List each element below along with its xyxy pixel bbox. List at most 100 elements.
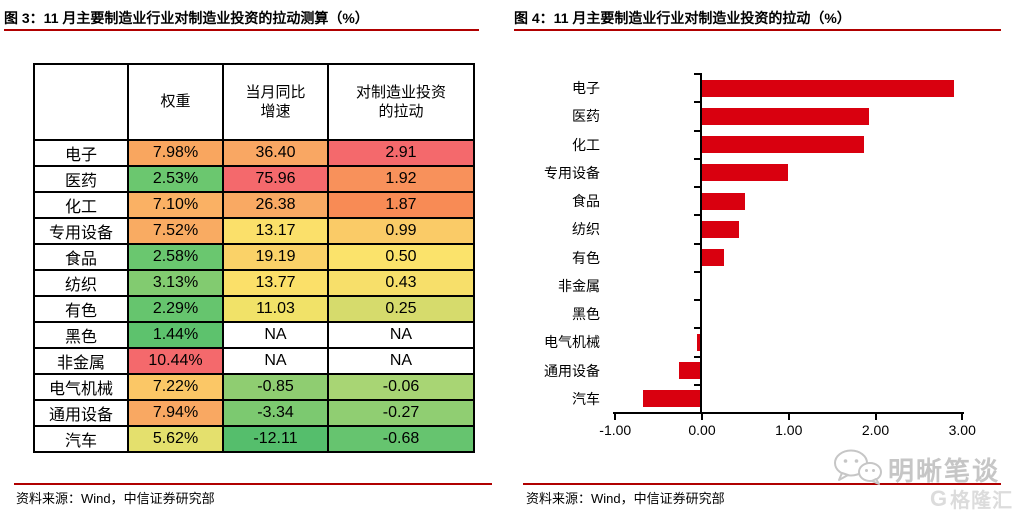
weight-cell: 7.94% xyxy=(127,399,224,427)
figure4-source: 资料来源：Wind，中信证券研究部 xyxy=(526,491,725,506)
category-axis-tick xyxy=(694,214,702,217)
category-axis-tick xyxy=(694,186,702,188)
header-investment-pull: 对制造业投资 的拉动 xyxy=(327,63,475,141)
category-label: 黑色 xyxy=(572,306,600,322)
growth-cell: 11.03 xyxy=(222,295,329,323)
industry-cell: 非金属 xyxy=(33,347,129,375)
category-label: 电气机械 xyxy=(544,334,600,351)
x-axis-label: 0.00 xyxy=(688,422,716,438)
figure4-source-rule xyxy=(523,483,1001,485)
pull-cell: -0.06 xyxy=(327,373,475,401)
industry-cell: 纺织 xyxy=(33,269,129,297)
x-axis-tick xyxy=(961,413,964,420)
bar-纺织 xyxy=(702,220,740,238)
pull-cell: -0.68 xyxy=(327,425,475,453)
category-label: 有色 xyxy=(572,249,600,266)
header-yoy-growth: 当月同比 增速 xyxy=(222,63,329,141)
bar-电子 xyxy=(702,79,955,97)
industry-cell: 专用设备 xyxy=(33,217,129,245)
table-row: 非金属 10.44% NA NA xyxy=(33,347,475,375)
growth-cell: -0.85 xyxy=(222,373,329,401)
gelonghui-logo-icon: G xyxy=(930,485,948,511)
table-row: 有色 2.29% 11.03 0.25 xyxy=(33,295,475,323)
category-label: 化工 xyxy=(572,136,600,153)
growth-cell: 26.38 xyxy=(222,191,329,219)
category-axis-tick xyxy=(694,383,702,386)
category-axis-tick xyxy=(694,270,702,273)
category-axis-tick xyxy=(694,299,702,301)
category-axis-tick xyxy=(694,327,702,330)
growth-cell: 19.19 xyxy=(222,243,329,271)
pull-cell: 0.43 xyxy=(327,269,475,297)
figure3-source-rule xyxy=(14,483,492,485)
weight-cell: 7.10% xyxy=(127,191,224,219)
category-label: 食品 xyxy=(572,193,600,209)
pull-cell: 0.50 xyxy=(327,243,475,271)
x-axis-label: 3.00 xyxy=(948,422,976,438)
category-label: 汽车 xyxy=(572,390,600,407)
table-row: 电子 7.98% 36.40 2.91 xyxy=(33,139,475,167)
industry-cell: 化工 xyxy=(33,191,129,219)
x-axis-tick xyxy=(701,413,703,420)
weight-cell: 7.98% xyxy=(127,139,224,167)
industry-cell: 黑色 xyxy=(33,321,129,349)
table-header-row: 权重 当月同比 增速 对制造业投资 的拉动 xyxy=(33,63,475,141)
x-axis-tick xyxy=(874,413,877,420)
figure3-title: 图 3：11 月主要制造业行业对制造业投资的拉动测算（%） xyxy=(4,10,369,26)
table-row: 食品 2.58% 19.19 0.50 xyxy=(33,243,475,271)
bar-通用设备 xyxy=(678,362,702,380)
weight-cell: 2.29% xyxy=(127,295,224,323)
pull-cell: 1.92 xyxy=(327,165,475,193)
pull-cell: NA xyxy=(327,347,475,375)
wechat-account-name: 明晰笔谈 xyxy=(888,456,1001,486)
wechat-icon xyxy=(832,449,884,490)
x-axis-label: 2.00 xyxy=(861,422,890,438)
industry-pull-table: 权重 当月同比 增速 对制造业投资 的拉动 电子 7.98% 36.40 2.91 医药… xyxy=(33,63,475,453)
x-axis-label: -1.00 xyxy=(599,422,632,438)
figure4-title: 图 4：11 月主要制造业行业对制造业投资的拉动（%） xyxy=(514,10,851,26)
figure3-source: 资料来源：Wind，中信证券研究部 xyxy=(16,491,215,506)
weight-cell: 2.53% xyxy=(127,165,224,193)
pull-cell: 1.87 xyxy=(327,191,475,219)
weight-cell: 7.52% xyxy=(127,217,224,245)
table-row: 专用设备 7.52% 13.17 0.99 xyxy=(33,217,475,245)
category-label: 医药 xyxy=(572,108,600,125)
table-row: 纺织 3.13% 13.77 0.43 xyxy=(33,269,475,297)
header-weight: 权重 xyxy=(127,63,224,141)
bar-专用设备 xyxy=(702,164,788,182)
growth-cell: 75.96 xyxy=(222,165,329,193)
weight-cell: 3.13% xyxy=(127,269,224,297)
bar-食品 xyxy=(702,192,746,210)
table-row: 通用设备 7.94% -3.34 -0.27 xyxy=(33,399,475,427)
category-label: 通用设备 xyxy=(544,362,600,379)
category-label: 纺织 xyxy=(572,221,600,238)
zero-axis-line xyxy=(700,73,702,413)
category-label: 电子 xyxy=(572,80,600,96)
growth-cell: 13.77 xyxy=(222,269,329,297)
table-row: 医药 2.53% 75.96 1.92 xyxy=(33,165,475,193)
category-axis-tick xyxy=(694,242,702,245)
industry-cell: 医药 xyxy=(33,165,129,193)
bar-汽车 xyxy=(643,390,702,408)
category-axis-tick xyxy=(694,157,702,160)
industry-cell: 通用设备 xyxy=(33,399,129,427)
weight-cell: 2.58% xyxy=(127,243,224,271)
table-row: 汽车 5.62% -12.11 -0.68 xyxy=(33,425,475,453)
industry-cell: 电子 xyxy=(33,139,129,167)
weight-cell: 5.62% xyxy=(127,425,224,453)
wechat-watermark: 明晰笔谈 xyxy=(832,449,1000,490)
table-row: 电气机械 7.22% -0.85 -0.06 xyxy=(33,373,475,401)
x-axis-tick xyxy=(787,413,790,420)
weight-cell: 7.22% xyxy=(127,373,224,401)
category-axis-tick xyxy=(694,129,702,132)
category-axis-tick xyxy=(694,355,702,358)
bar-电气机械 xyxy=(696,333,702,351)
weight-cell: 1.44% xyxy=(127,321,224,349)
table-row: 化工 7.10% 26.38 1.87 xyxy=(33,191,475,219)
industry-cell: 有色 xyxy=(33,295,129,323)
pull-cell: -0.27 xyxy=(327,399,475,427)
category-axis-tick xyxy=(694,73,702,75)
x-axis-tick xyxy=(614,413,617,420)
industry-cell: 电气机械 xyxy=(33,373,129,401)
